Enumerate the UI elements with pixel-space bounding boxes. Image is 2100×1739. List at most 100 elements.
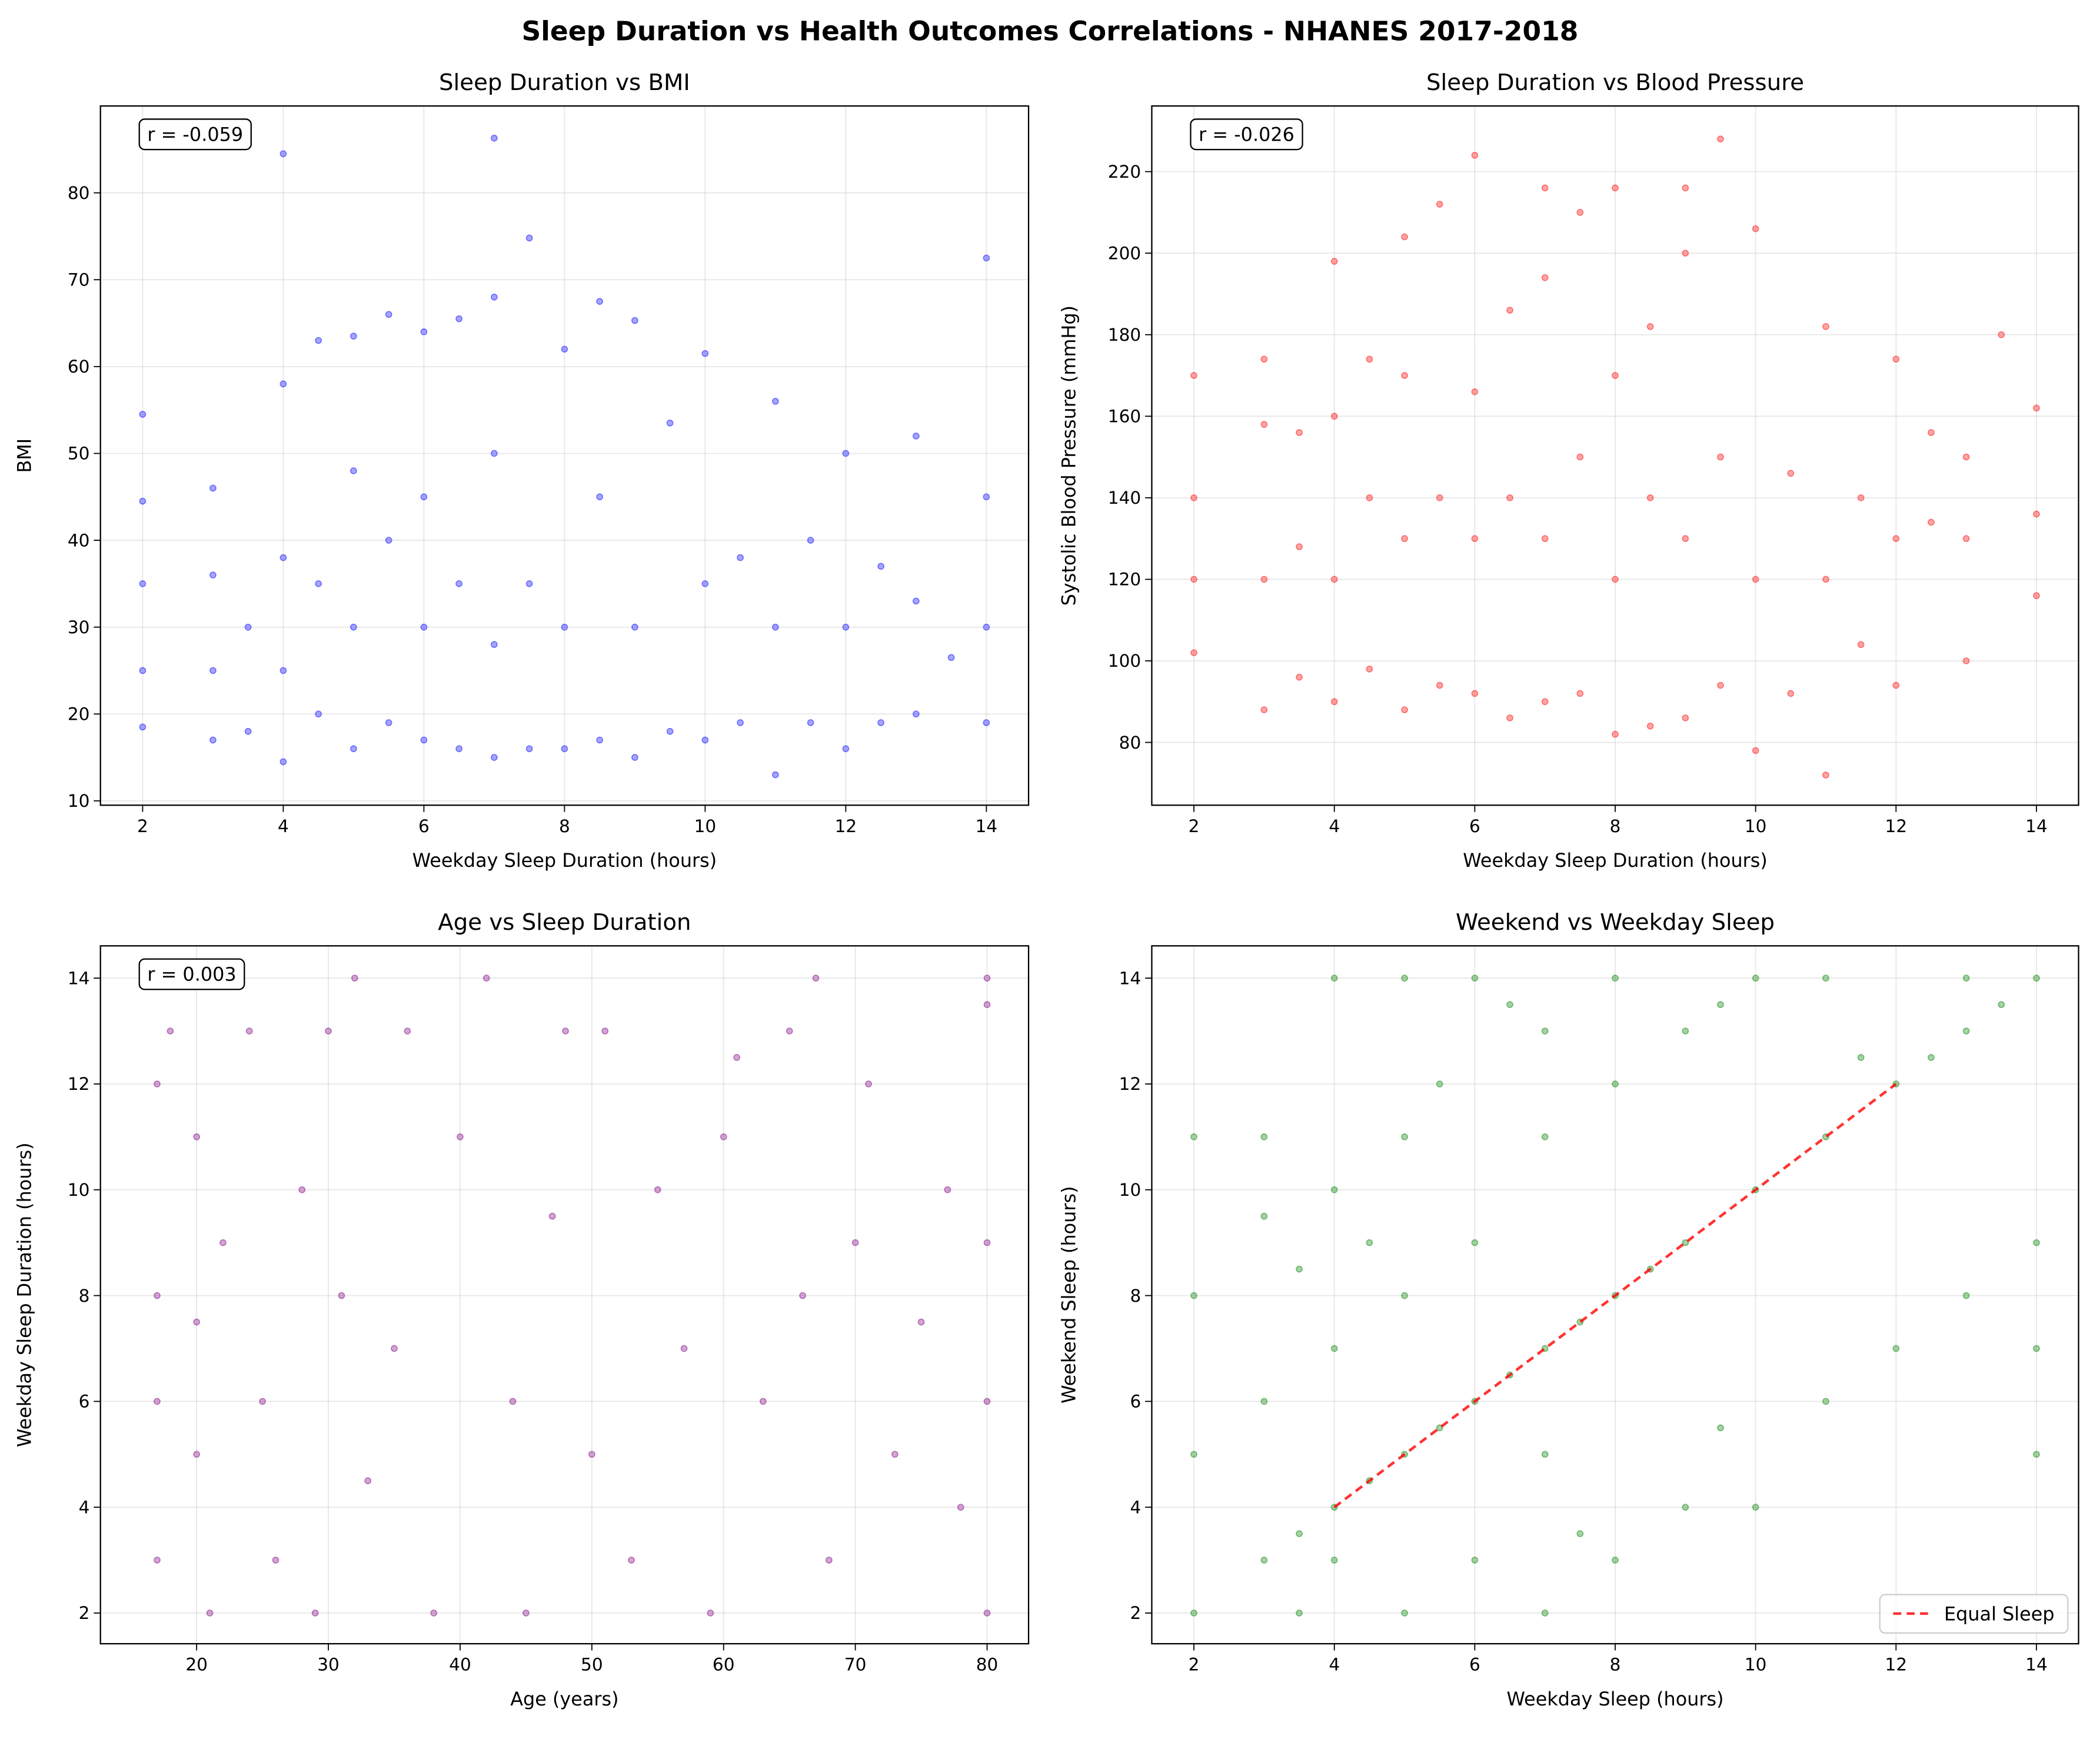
point: [1296, 543, 1303, 550]
point: [139, 497, 147, 505]
y-tick-label: 6: [79, 1392, 90, 1412]
point: [807, 719, 814, 726]
point: [1401, 372, 1408, 379]
point: [1471, 1557, 1479, 1564]
point: [279, 150, 287, 158]
y-tick-label: 2: [1130, 1603, 1141, 1623]
y-tick-label: 8: [1130, 1286, 1141, 1306]
x-tick-label: 10: [1745, 1655, 1767, 1675]
legend: Equal Sleep: [1879, 1594, 2069, 1634]
x-tick-label: 10: [1745, 816, 1767, 836]
point: [737, 554, 744, 561]
point: [561, 745, 568, 753]
point: [1717, 1424, 1724, 1432]
point: [812, 975, 820, 982]
point: [1962, 1292, 1970, 1299]
x-tick-label: 50: [581, 1655, 603, 1675]
y-tick-label: 160: [1108, 407, 1141, 427]
x-tick-label: 14: [2025, 816, 2048, 836]
point: [842, 623, 850, 631]
point: [509, 1398, 517, 1405]
point: [1857, 641, 1865, 649]
point: [1752, 1504, 1759, 1511]
point: [631, 754, 638, 761]
point: [1260, 355, 1268, 363]
y-tick-label: 4: [79, 1497, 90, 1517]
point: [259, 1398, 267, 1405]
y-tick-label: 50: [68, 444, 90, 464]
point: [737, 719, 744, 726]
point: [1190, 494, 1198, 501]
point: [1401, 535, 1408, 543]
point: [350, 623, 357, 631]
annotation-box: [1190, 118, 1303, 151]
y-tick-label: 10: [68, 1180, 90, 1200]
point: [1190, 1610, 1198, 1617]
y-tick-label: 30: [68, 617, 90, 637]
point: [1436, 201, 1443, 208]
point: [701, 350, 709, 357]
y-tick-label: 80: [68, 183, 90, 203]
point: [1190, 576, 1198, 583]
point: [701, 580, 709, 587]
point: [139, 580, 147, 587]
point: [420, 736, 428, 744]
point: [315, 337, 322, 344]
point: [631, 317, 638, 324]
subplot: Weekend vs Weekday Sleep 2 4 6 8 10 12 14 2 4 6 8 10…: [1058, 909, 2079, 1710]
x-tick-label: 2: [137, 816, 148, 836]
point: [771, 623, 779, 631]
point: [561, 623, 568, 631]
point: [912, 433, 920, 440]
y-tick-label: 70: [68, 270, 90, 290]
point: [525, 745, 533, 753]
point: [596, 493, 604, 501]
point: [983, 254, 990, 262]
point: [631, 623, 638, 631]
point: [1857, 494, 1865, 501]
point: [1541, 1610, 1549, 1617]
point: [455, 580, 463, 587]
point: [628, 1557, 635, 1564]
point: [1471, 975, 1479, 982]
point: [1787, 470, 1795, 477]
point: [455, 315, 463, 322]
point: [1190, 372, 1198, 379]
point: [1612, 576, 1619, 583]
point: [1471, 388, 1479, 395]
point: [490, 293, 498, 301]
point: [1296, 429, 1303, 436]
point: [154, 1557, 161, 1564]
subplot-title: Sleep Duration vs BMI: [439, 69, 690, 96]
point: [490, 450, 498, 457]
y-tick-label: 140: [1108, 488, 1141, 508]
point: [1260, 1212, 1268, 1220]
point: [983, 975, 991, 982]
point: [1401, 706, 1408, 714]
point: [1260, 1133, 1268, 1141]
point: [1576, 690, 1584, 697]
annotation: r = -0.026: [1199, 123, 1294, 145]
point: [1506, 307, 1513, 314]
point: [1330, 975, 1338, 982]
y-tick-label: 12: [68, 1074, 90, 1094]
point: [2033, 510, 2040, 518]
y-tick-label: 40: [68, 530, 90, 550]
y-axis-label: Systolic Blood Pressure (mmHg): [1058, 305, 1080, 606]
point: [1612, 975, 1619, 982]
point: [325, 1028, 332, 1035]
point: [865, 1080, 872, 1088]
y-tick-label: 60: [68, 357, 90, 377]
point: [1717, 681, 1724, 689]
point: [1541, 1133, 1549, 1141]
point: [1296, 673, 1303, 681]
y-axis-label: BMI: [13, 438, 35, 473]
point: [912, 710, 920, 718]
point: [1682, 184, 1689, 192]
point: [2033, 404, 2040, 412]
point: [1541, 698, 1549, 706]
point: [245, 1028, 253, 1035]
point: [1471, 1239, 1479, 1246]
point: [1401, 1133, 1408, 1141]
